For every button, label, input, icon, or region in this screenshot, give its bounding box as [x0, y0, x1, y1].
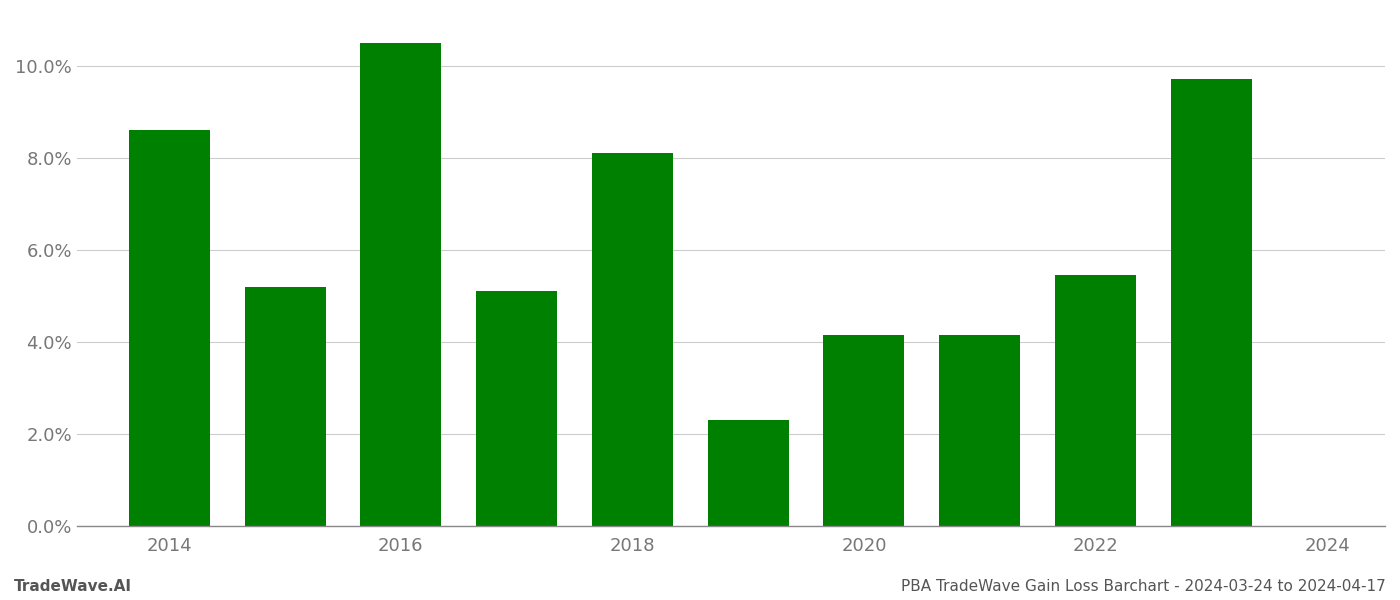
Text: PBA TradeWave Gain Loss Barchart - 2024-03-24 to 2024-04-17: PBA TradeWave Gain Loss Barchart - 2024-… — [902, 579, 1386, 594]
Bar — [1170, 79, 1252, 526]
Bar — [360, 43, 441, 526]
Bar — [707, 420, 788, 526]
Bar — [245, 287, 326, 526]
Bar — [823, 335, 904, 526]
Text: TradeWave.AI: TradeWave.AI — [14, 579, 132, 594]
Bar — [129, 130, 210, 526]
Bar — [939, 335, 1021, 526]
Bar — [476, 291, 557, 526]
Bar — [592, 153, 673, 526]
Bar — [1056, 275, 1135, 526]
